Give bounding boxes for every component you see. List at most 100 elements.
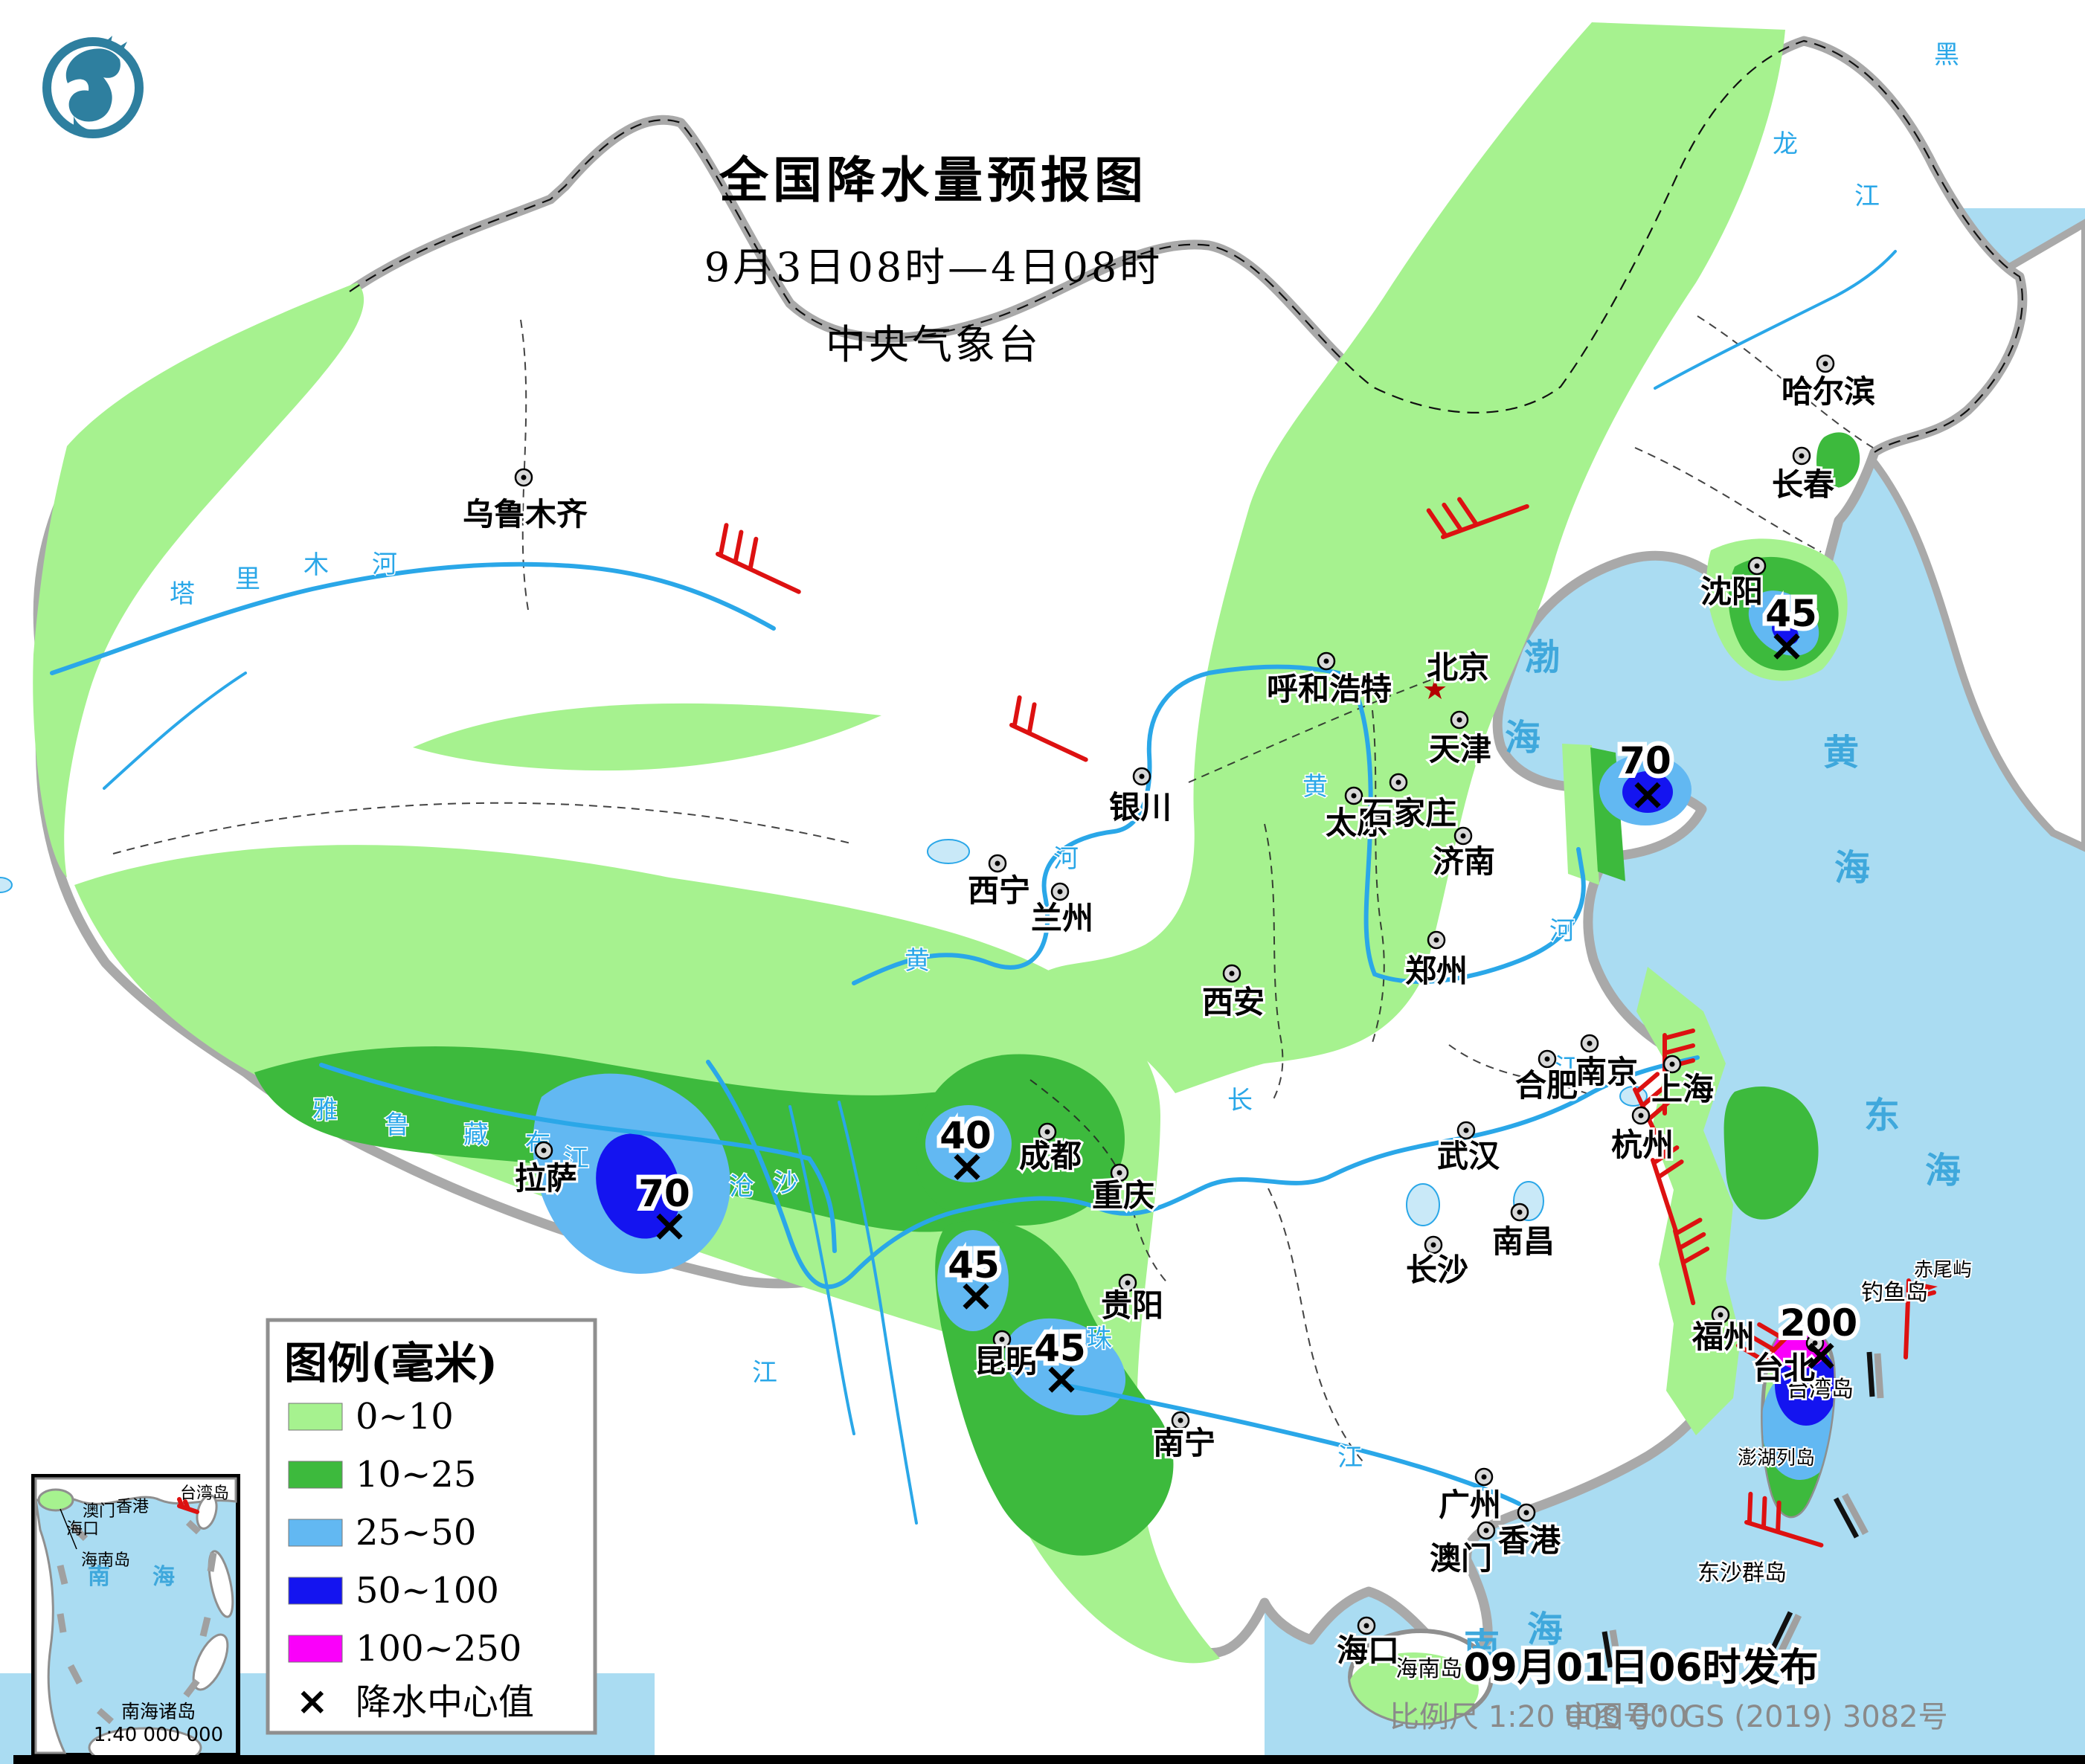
rivers — [50, 250, 1897, 1525]
province-boundaries — [112, 315, 1874, 1462]
river-label: 河 — [1053, 844, 1079, 874]
province-line — [1268, 1188, 1363, 1462]
city-dot-center — [1456, 717, 1462, 723]
city-dot-center — [1395, 779, 1401, 785]
dash-segment — [1866, 1351, 1875, 1397]
penghu-dot — [1745, 1447, 1751, 1453]
province-line — [520, 319, 529, 611]
dash-segment — [1609, 1629, 1622, 1667]
dash-segment — [1767, 1611, 1793, 1657]
precip-center: 45× — [1761, 588, 1822, 672]
city: 拉萨 — [513, 1141, 579, 1199]
city: 武汉 — [1435, 1121, 1503, 1176]
inset-indochina — [34, 1499, 67, 1754]
province-line — [112, 802, 855, 854]
city: 沈阳 — [1698, 556, 1767, 612]
city-dot-center — [1718, 1312, 1723, 1318]
city-label: 兰州 — [1031, 900, 1093, 936]
city-label: 石家庄 — [1363, 795, 1456, 831]
b-liaodong — [1772, 619, 1799, 645]
precip-center: 45× — [1029, 1322, 1090, 1405]
inset-hainan — [37, 1488, 74, 1512]
inset-label: 海南岛 — [81, 1551, 130, 1570]
boundary-dash-segments — [1602, 1351, 1884, 1668]
legend-swatch — [288, 1403, 343, 1431]
city: 杭州 — [1609, 1106, 1676, 1165]
city-dot-center — [1178, 1417, 1183, 1423]
island-label: 台湾岛 — [1787, 1377, 1854, 1403]
city-label: 贵阳 — [1101, 1287, 1163, 1324]
sea-label: 海 — [1505, 717, 1541, 759]
city-dot-center — [999, 1336, 1005, 1342]
inset-sea-label: 南 — [88, 1564, 110, 1590]
title-block: 全国降水量预报图 9月3日08时—4日08时 中央气象台 — [704, 151, 1160, 368]
city-label: 长沙 — [1406, 1252, 1468, 1288]
city: 西宁 — [966, 854, 1032, 911]
lancang-river — [838, 1101, 918, 1525]
dash-segment — [199, 1616, 211, 1638]
city: 广州 — [1436, 1467, 1503, 1525]
dash-segment — [207, 1552, 217, 1572]
songhua-river — [1654, 250, 1897, 390]
city-dot-center — [1125, 1280, 1131, 1286]
city-dot-center — [1754, 563, 1760, 569]
city: 上海 — [1649, 1055, 1716, 1110]
city-label: 郑州 — [1405, 953, 1468, 989]
dash-segment — [1602, 1631, 1613, 1668]
city-dot-center — [1433, 937, 1439, 943]
bottom-bar — [13, 1755, 2085, 1764]
rain-west-tibet — [74, 845, 1220, 1664]
river-label: 长 — [1227, 1086, 1253, 1116]
city-label: 台北 — [1753, 1350, 1815, 1386]
river-label: 黑 — [1934, 40, 1959, 70]
city: 西安 — [1200, 964, 1267, 1023]
release-time: 09月01日06时发布 — [1463, 1646, 1818, 1690]
inset-title: 南海诸岛 — [121, 1701, 196, 1722]
precip-centers: 45× 70× 70× 40× 45× 45× 200× — [634, 588, 1862, 1405]
inset-nine-dash-line — [57, 1519, 217, 1725]
city: 重庆 — [1090, 1163, 1157, 1216]
river-label: 里 — [235, 564, 260, 594]
wind-barb-icon — [1651, 1145, 1684, 1234]
city-dot-center — [1669, 1061, 1675, 1067]
island-labels: 台湾岛 澎湖列岛 东沙群岛 钓鱼岛 赤尾屿 海南岛 — [1394, 1258, 1974, 1684]
city: 郑州 — [1403, 930, 1470, 991]
rain-band-central — [1041, 22, 1785, 1093]
city-dot-center — [1481, 1474, 1487, 1480]
city: 南宁 — [1151, 1411, 1218, 1464]
city: 哈尔滨 — [1779, 354, 1877, 412]
river-label: 黄 — [1302, 772, 1328, 802]
legend-item-label: 10~25 — [356, 1454, 476, 1496]
city-dot-center — [1460, 833, 1466, 839]
island-label: 海南岛 — [1395, 1656, 1462, 1682]
precip-value: 200 — [1780, 1301, 1857, 1345]
city: 合肥 — [1513, 1049, 1580, 1106]
city-dot-center — [1544, 1056, 1550, 1062]
sea-label: 海 — [1925, 1150, 1961, 1191]
river-label: 江 — [1854, 181, 1880, 211]
rain-west-border-strip — [33, 283, 364, 878]
city-label: 北京 — [1427, 649, 1489, 686]
precip-x-icon: × — [1768, 619, 1805, 672]
rain-tianshan-strip — [413, 703, 881, 771]
city-label: 南昌 — [1492, 1223, 1555, 1260]
city-dot-center — [1483, 1528, 1489, 1533]
legend-item: 50~100 — [288, 1570, 499, 1612]
river-label: 雅 — [312, 1095, 338, 1125]
city-label: 澳门 — [1430, 1540, 1492, 1577]
precip-x-icon: × — [948, 1140, 986, 1192]
legend-item: 0~10 — [288, 1396, 454, 1438]
inset-label: 澳门 — [83, 1502, 115, 1521]
river-label: 江 — [1337, 1443, 1363, 1472]
city-label: 广州 — [1439, 1487, 1501, 1523]
city-dot-center — [1822, 361, 1828, 367]
wind-barb-icon — [1426, 497, 1529, 539]
city-label: 福州 — [1692, 1319, 1755, 1355]
inset-label: 台湾岛 — [180, 1484, 229, 1503]
dg-yalu-spot — [1816, 432, 1860, 488]
city-dot-center — [1229, 970, 1235, 976]
dg-north-sichuan — [916, 1054, 1125, 1226]
dash-segment — [57, 1613, 67, 1633]
international-border-dash — [349, 39, 2023, 453]
legend-marker-label: 降水中心值 — [356, 1681, 534, 1723]
